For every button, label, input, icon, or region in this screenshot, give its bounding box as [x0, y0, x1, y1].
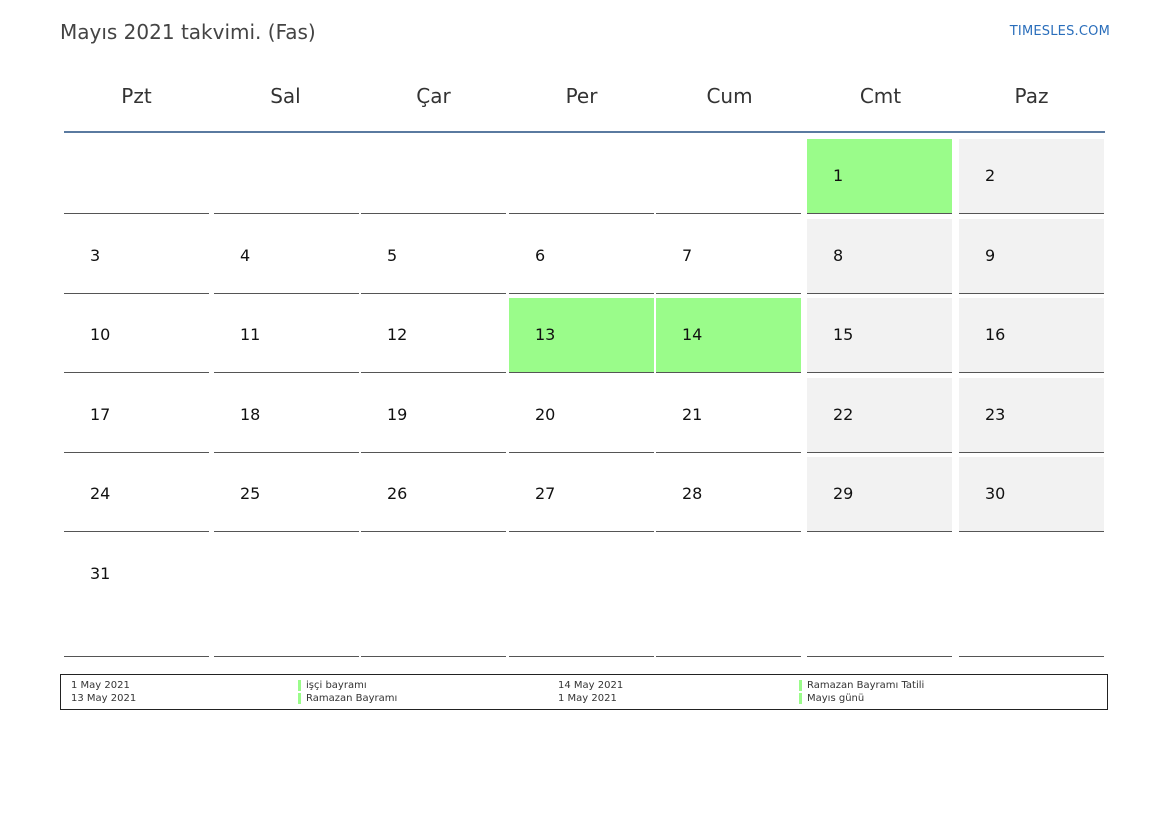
- weekday-header-row: Pzt Sal Çar Per Cum Cmt Paz: [64, 60, 1105, 132]
- empty-day-cell: [64, 139, 209, 214]
- weekday-header: Cmt: [859, 84, 902, 108]
- day-number: 5: [387, 246, 398, 265]
- day-number: 11: [240, 325, 261, 344]
- day-cell[interactable]: 2: [959, 139, 1104, 214]
- legend-name: Ramazan Bayramı Tatili: [807, 680, 925, 691]
- day-number: 23: [985, 405, 1006, 424]
- day-cell[interactable]: 21: [656, 378, 801, 453]
- weekday-header: Pzt: [121, 84, 152, 108]
- day-cell[interactable]: 30: [959, 457, 1104, 532]
- day-cell[interactable]: 17: [64, 378, 209, 453]
- day-cell[interactable]: 11: [214, 298, 359, 373]
- legend-name: işçi bayramı: [306, 680, 367, 691]
- day-cell[interactable]: 22: [807, 378, 952, 453]
- day-number: 3: [90, 246, 101, 265]
- day-number: 31: [90, 564, 111, 583]
- day-number: 15: [833, 325, 854, 344]
- day-cell[interactable]: 20: [509, 378, 654, 453]
- day-number: 7: [682, 246, 693, 265]
- legend-name: Ramazan Bayramı: [306, 693, 398, 704]
- day-cell[interactable]: 9: [959, 219, 1104, 294]
- empty-day-cell: [509, 537, 654, 657]
- day-number: 12: [387, 325, 408, 344]
- day-number: 4: [240, 246, 251, 265]
- day-cell[interactable]: 31: [64, 537, 209, 657]
- empty-day-cell: [361, 139, 506, 214]
- day-number: 1: [833, 166, 844, 185]
- day-number: 22: [833, 405, 854, 424]
- day-number: 19: [387, 405, 408, 424]
- day-number: 6: [535, 246, 546, 265]
- day-number: 27: [535, 484, 556, 503]
- day-number: 25: [240, 484, 261, 503]
- page-title: Mayıs 2021 takvimi. (Fas): [60, 20, 316, 44]
- day-cell[interactable]: 18: [214, 378, 359, 453]
- day-number: 20: [535, 405, 556, 424]
- day-number: 13: [535, 325, 556, 344]
- legend-color-marker: [799, 693, 802, 704]
- day-cell[interactable]: 26: [361, 457, 506, 532]
- day-number: 18: [240, 405, 261, 424]
- day-cell[interactable]: 28: [656, 457, 801, 532]
- legend-color-marker: [298, 693, 301, 704]
- day-cell[interactable]: 15: [807, 298, 952, 373]
- day-number: 10: [90, 325, 111, 344]
- legend-color-marker: [298, 680, 301, 691]
- day-cell[interactable]: 10: [64, 298, 209, 373]
- weekday-header: Per: [565, 84, 598, 108]
- empty-day-cell: [807, 537, 952, 657]
- day-cell[interactable]: 25: [214, 457, 359, 532]
- empty-day-cell: [214, 139, 359, 214]
- day-cell[interactable]: 29: [807, 457, 952, 532]
- empty-day-cell: [656, 537, 801, 657]
- legend-date: 1 May 2021: [71, 680, 130, 691]
- legend-date: 1 May 2021: [558, 693, 617, 704]
- day-cell[interactable]: 14: [656, 298, 801, 373]
- day-number: 2: [985, 166, 996, 185]
- day-cell[interactable]: 4: [214, 219, 359, 294]
- day-cell[interactable]: 5: [361, 219, 506, 294]
- header-divider: [64, 131, 1105, 133]
- empty-day-cell: [214, 537, 359, 657]
- day-number: 9: [985, 246, 996, 265]
- weekday-header: Cum: [706, 84, 753, 108]
- day-cell[interactable]: 16: [959, 298, 1104, 373]
- day-cell[interactable]: 7: [656, 219, 801, 294]
- brand-link[interactable]: TIMESLES.COM: [1009, 24, 1110, 39]
- weekday-header: Çar: [416, 84, 451, 108]
- day-number: 21: [682, 405, 703, 424]
- weekday-header: Paz: [1014, 84, 1049, 108]
- day-cell[interactable]: 23: [959, 378, 1104, 453]
- empty-day-cell: [361, 537, 506, 657]
- day-number: 24: [90, 484, 111, 503]
- day-number: 16: [985, 325, 1006, 344]
- day-cell[interactable]: 12: [361, 298, 506, 373]
- legend-name: Mayıs günü: [807, 693, 865, 704]
- empty-day-cell: [509, 139, 654, 214]
- day-cell[interactable]: 8: [807, 219, 952, 294]
- day-number: 26: [387, 484, 408, 503]
- legend-date: 14 May 2021: [558, 680, 624, 691]
- empty-day-cell: [959, 537, 1104, 657]
- day-number: 28: [682, 484, 703, 503]
- holiday-legend: 1 May 2021 13 May 2021 işçi bayramı Rama…: [60, 674, 1108, 710]
- day-cell[interactable]: 19: [361, 378, 506, 453]
- legend-date: 13 May 2021: [71, 693, 137, 704]
- day-number: 30: [985, 484, 1006, 503]
- day-number: 29: [833, 484, 854, 503]
- day-cell[interactable]: 24: [64, 457, 209, 532]
- day-cell[interactable]: 13: [509, 298, 654, 373]
- empty-day-cell: [656, 139, 801, 214]
- day-cell[interactable]: 3: [64, 219, 209, 294]
- weekday-header: Sal: [270, 84, 301, 108]
- day-cell[interactable]: 6: [509, 219, 654, 294]
- day-number: 17: [90, 405, 111, 424]
- day-cell[interactable]: 27: [509, 457, 654, 532]
- day-number: 8: [833, 246, 844, 265]
- legend-color-marker: [799, 680, 802, 691]
- day-number: 14: [682, 325, 703, 344]
- day-cell[interactable]: 1: [807, 139, 952, 214]
